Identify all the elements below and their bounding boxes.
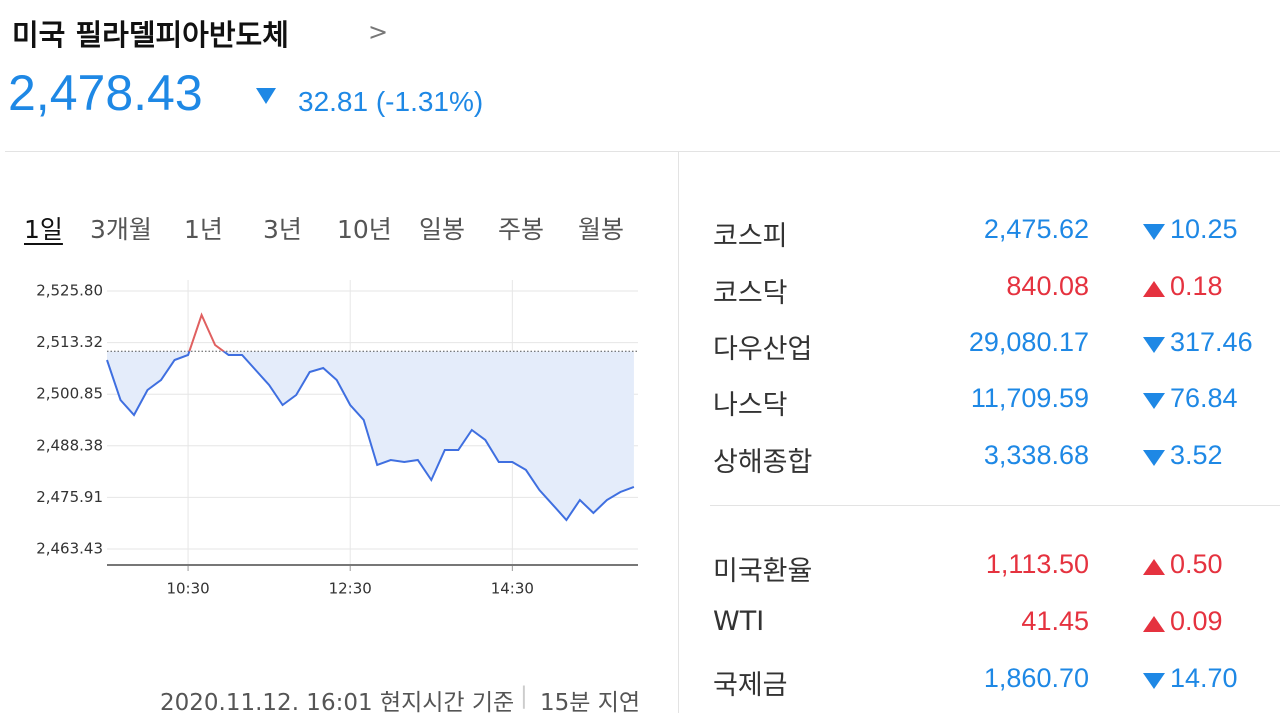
divider [5,151,1280,152]
index-change: 317.46 [1170,327,1253,357]
line-above-reference [188,312,226,352]
index-change: 76.84 [1170,383,1238,413]
down-arrow [1143,393,1165,409]
divider [678,152,679,713]
down-arrow [1143,450,1165,466]
period-tab[interactable]: 1년 [184,215,223,244]
down-arrow [256,88,276,104]
x-tick-label: 12:30 [329,580,372,598]
divider [710,505,1280,506]
period-tab[interactable]: 3년 [263,215,302,244]
change-percent: (-1.31%) [375,86,484,117]
y-tick-label: 2,488.38 [36,436,103,454]
index-value: 1,113.50 [985,549,1089,579]
index-name[interactable]: 국제금 [713,670,788,701]
index-title[interactable]: 미국 필라델피아반도체 [12,18,289,52]
index-value: 2,475.62 [983,214,1089,244]
delay: 15분 지연 [540,690,641,716]
index-value: 1,860.70 [983,663,1089,693]
period-tab[interactable]: 3개월 [90,215,152,244]
period-tab[interactable]: 1일 [24,215,63,244]
period-tab[interactable]: 주봉 [498,215,545,244]
area [107,351,634,520]
index-change: 10.25 [1170,214,1238,244]
index-name[interactable]: 다우산업 [713,334,813,365]
index-change: 0.09 [1170,606,1223,636]
index-value: 41.45 [1021,606,1089,636]
period-tab[interactable]: 일봉 [419,215,466,244]
index-name[interactable]: 상해종합 [713,447,813,478]
timestamp: 2020.11.12. 16:01 현지시간 기준 [160,690,515,716]
index-name[interactable]: 미국환율 [713,556,813,587]
index-change: 0.18 [1170,271,1223,301]
chevron[interactable]: > [368,18,389,46]
index-name[interactable]: 나스닥 [713,390,788,421]
index-name[interactable]: WTI [713,606,765,637]
period-tab[interactable]: 10년 [337,215,392,244]
index-name[interactable]: 코스닥 [713,278,788,309]
price: 2,478.43 [8,65,203,121]
index-change: 14.70 [1170,663,1238,693]
line [106,351,635,522]
index-value: 29,080.17 [968,327,1089,357]
index-change: 0.50 [1170,549,1223,579]
index-value: 3,338.68 [983,440,1089,470]
x-tick-label: 14:30 [491,580,534,598]
down-arrow [1143,224,1165,240]
index-value: 11,709.59 [970,383,1089,413]
separator: | [520,683,528,709]
up-arrow [1143,616,1165,632]
y-tick-label: 2,463.43 [36,539,103,557]
up-arrow [1143,281,1165,297]
change: 32.81 (-1.31%) [298,86,483,118]
x-tick-label: 10:30 [166,580,209,598]
index-name[interactable]: 코스피 [713,221,788,252]
index-change: 3.52 [1170,440,1223,470]
y-tick-label: 2,525.80 [36,282,103,300]
up-arrow [1143,559,1165,575]
down-arrow [1143,673,1165,689]
y-tick-label: 2,513.32 [36,333,103,351]
index-value: 840.08 [1006,271,1089,301]
chart: 2,463.43 2,475.91 2,488.38 2,500.85 2,513.32… [36,280,638,598]
down-arrow [1143,337,1165,353]
change-value: 32.81 [298,86,369,117]
y-tick-label: 2,500.85 [36,385,103,403]
period-tab[interactable]: 월봉 [578,215,625,244]
y-tick-label: 2,475.91 [36,488,103,506]
